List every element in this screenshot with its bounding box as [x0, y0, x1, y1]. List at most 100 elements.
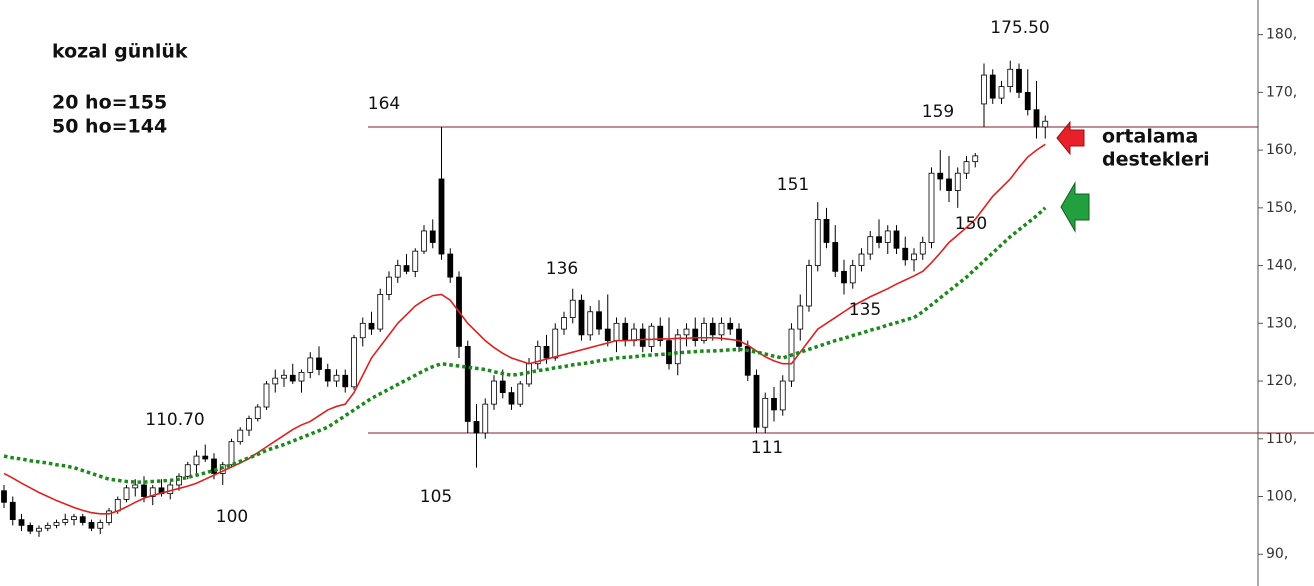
candle-body: [272, 377, 279, 385]
candle-body: [71, 516, 77, 521]
candle-body: [307, 357, 314, 373]
candle-body: [902, 247, 909, 261]
candle-body: [1024, 91, 1031, 111]
red-arrow: [1056, 120, 1085, 156]
candle-body: [97, 522, 104, 529]
candle-body: [596, 311, 602, 330]
candle-body: [1042, 120, 1049, 128]
candle-body: [438, 178, 445, 255]
candle-body: [333, 374, 340, 382]
candle-body: [263, 383, 270, 408]
candle-body: [709, 322, 716, 336]
candle-body: [324, 369, 331, 382]
candle-body: [386, 276, 392, 295]
candle-body: [946, 178, 952, 191]
candle-body: [429, 230, 436, 243]
candle-body: [149, 487, 156, 497]
candle-body: [368, 322, 375, 330]
candle-body: [692, 328, 699, 342]
candle-body: [867, 236, 874, 255]
candle-body: [464, 346, 471, 422]
candle-body: [587, 311, 594, 336]
candle-body: [228, 441, 235, 466]
candle-body: [911, 253, 917, 261]
candle-body: [823, 218, 830, 243]
candle-body: [281, 374, 287, 379]
candle-body: [193, 455, 200, 466]
candle-body: [771, 397, 777, 411]
annotation: 159: [922, 102, 954, 122]
annotation: 105: [420, 487, 452, 507]
candle-body: [18, 519, 25, 526]
candle-body: [552, 328, 559, 359]
candle-body: [482, 403, 489, 434]
candle-body: [657, 325, 664, 342]
candle-body: [1, 490, 7, 503]
candle-body: [9, 501, 16, 521]
annotation: destekleri: [1102, 149, 1210, 171]
candle-body: [394, 265, 401, 278]
y-tick-label: 120,: [1266, 373, 1297, 389]
candle-body: [79, 516, 86, 523]
y-tick-label: 130,: [1266, 315, 1297, 331]
candle-body: [981, 74, 987, 105]
y-tick-label: 170,: [1266, 84, 1297, 100]
candle-body: [797, 305, 804, 330]
candle-body: [88, 522, 95, 529]
annotation: 100: [216, 507, 248, 527]
candle-body: [762, 397, 769, 428]
candle-body: [832, 242, 839, 272]
candle-body: [447, 253, 454, 278]
moving-average: [3, 143, 1046, 515]
y-tick-label: 90,: [1266, 546, 1288, 562]
candle-body: [237, 429, 244, 443]
candle-body: [937, 172, 944, 180]
candle-body: [508, 392, 515, 405]
candle-body: [876, 236, 882, 243]
annotation: kozal günlük: [52, 41, 188, 63]
annotation: 150: [955, 214, 987, 234]
candle-body: [814, 218, 821, 266]
candle-body: [289, 374, 296, 382]
candle-body: [736, 328, 742, 347]
candle-body: [298, 371, 305, 382]
candle-body: [998, 86, 1005, 99]
candle-body: [359, 322, 366, 339]
annotation: 151: [777, 175, 809, 195]
candle-body: [517, 383, 524, 405]
y-tick-label: 150,: [1266, 200, 1297, 216]
candle-body: [36, 527, 42, 532]
candle-body: [613, 322, 620, 342]
candle-body: [473, 421, 480, 434]
candle-body: [604, 328, 611, 342]
candle-body: [622, 322, 629, 342]
candle-body: [202, 455, 209, 460]
candle-body: [184, 464, 191, 477]
candle-body: [972, 155, 979, 163]
candle-body: [123, 487, 130, 500]
candle-body: [403, 265, 410, 272]
annotation: 50 ho=144: [52, 116, 167, 138]
candle-body: [989, 74, 996, 99]
green-arrow: [1060, 181, 1090, 233]
candle-body: [674, 334, 681, 365]
candle-body: [53, 522, 60, 526]
y-tick-label: 160,: [1266, 142, 1297, 158]
candle-body: [727, 322, 734, 330]
candle-body: [893, 230, 900, 249]
annotation: 110.70: [145, 410, 204, 430]
candle-body: [954, 172, 961, 191]
candle-body: [683, 328, 690, 336]
candle-body: [132, 484, 139, 489]
candle-body: [421, 230, 427, 252]
y-tick-label: 180,: [1266, 27, 1297, 43]
candle-body: [1007, 68, 1014, 88]
annotation: ortalama: [1102, 126, 1198, 148]
candle-body: [648, 325, 655, 347]
annotation: 135: [849, 300, 881, 320]
annotation: 175.50: [990, 18, 1049, 38]
candle-body: [499, 380, 506, 393]
annotation: 111: [751, 438, 783, 458]
candle-body: [849, 265, 856, 284]
